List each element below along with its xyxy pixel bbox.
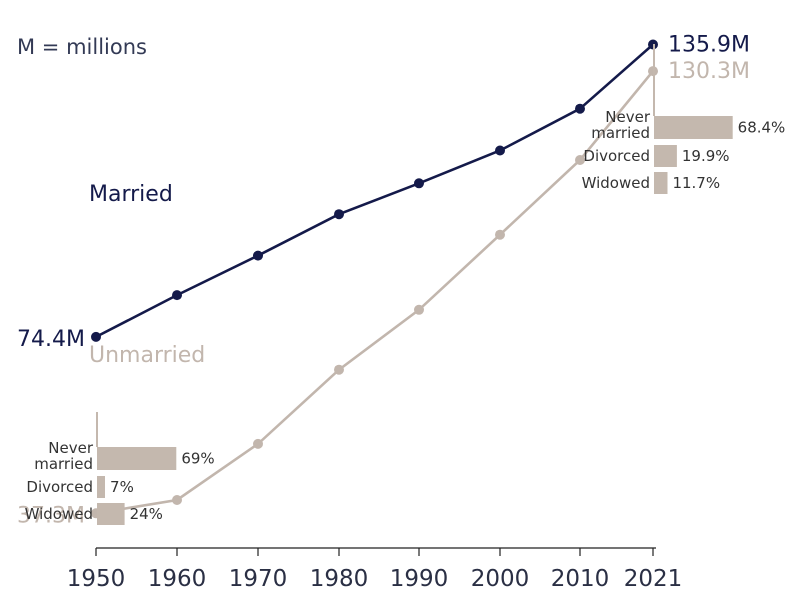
- bar-divorced-1950: [97, 476, 105, 498]
- bar-value-divorced-1950: 7%: [110, 478, 134, 496]
- x-tick-label-2010: 2010: [551, 566, 610, 592]
- bar-value-widowed-1950: 24%: [130, 505, 163, 523]
- unmarried-series-label: Unmarried: [89, 343, 205, 368]
- married-end-label: 135.9M: [668, 32, 750, 57]
- married-series-label: Married: [89, 182, 173, 207]
- unmarried-point-2000: [495, 229, 505, 240]
- married-line: [95, 43, 654, 339]
- x-tick-label-1990: 1990: [390, 566, 449, 592]
- bar-label-widowed-1950: Widowed: [25, 505, 93, 523]
- breakdown-bars: 69%Nevermarried7%Divorced24%Widowed68.4%…: [25, 44, 786, 525]
- unmarried-point-1980: [334, 364, 344, 375]
- unmarried-end-label: 130.3M: [668, 59, 750, 84]
- bar-label-widowed-2021: Widowed: [582, 174, 650, 192]
- x-tick-label-1980: 1980: [310, 566, 369, 592]
- unmarried-point-1960: [172, 495, 182, 505]
- married-point-1990: [414, 178, 424, 189]
- married-point-1980: [334, 209, 344, 220]
- x-tick-label-1970: 1970: [229, 566, 288, 592]
- unmarried-point-1990: [414, 304, 424, 315]
- bar-label-divorced-2021: Divorced: [583, 147, 650, 165]
- x-tick-label-1950: 1950: [67, 566, 126, 592]
- married-point-1960: [172, 290, 182, 301]
- bar-value-widowed-2021: 11.7%: [672, 174, 720, 192]
- x-tick-label-2021: 2021: [624, 566, 683, 592]
- bar-label-never-married-2021-line1: Never: [605, 108, 651, 126]
- series-lines: 74.4M 135.9M Married 37.3M 130.3M Unmarried: [17, 32, 750, 528]
- x-tick-label-2000: 2000: [471, 566, 530, 592]
- bar-value-never-married-1950: 69%: [181, 450, 214, 468]
- bar-value-never-married-2021: 68.4%: [738, 119, 786, 137]
- x-tick-label-1960: 1960: [148, 566, 207, 592]
- married-point-2000: [495, 145, 505, 156]
- unmarried-point-2010: [575, 155, 585, 165]
- unmarried-line: [95, 70, 655, 515]
- units-note: M = millions: [17, 35, 147, 59]
- married-point-1950: [91, 331, 101, 342]
- bar-label-never-married-1950-line2: married: [34, 455, 93, 473]
- bar-widowed-2021: [654, 172, 668, 194]
- bar-value-divorced-2021: 19.9%: [682, 147, 730, 165]
- married-point-2010: [575, 103, 585, 114]
- bar-label-divorced-1950: Divorced: [26, 478, 93, 496]
- bar-label-never-married-2021-line2: married: [591, 124, 650, 142]
- bar-label-never-married-1950-line1: Never: [48, 439, 94, 457]
- married-point-1970: [253, 250, 263, 261]
- bar-divorced-2021: [654, 145, 677, 167]
- unmarried-start-label: 37.3M: [17, 503, 85, 528]
- x-axis: 1950 1960 1970 1980 1990 2000 2010 2021: [67, 547, 683, 592]
- bar-widowed-1950: [97, 503, 125, 525]
- bar-never-married-1950: [97, 447, 177, 470]
- bar-never-married-2021: [654, 116, 733, 139]
- unmarried-point-1970: [253, 438, 263, 449]
- married-start-label: 74.4M: [17, 327, 85, 352]
